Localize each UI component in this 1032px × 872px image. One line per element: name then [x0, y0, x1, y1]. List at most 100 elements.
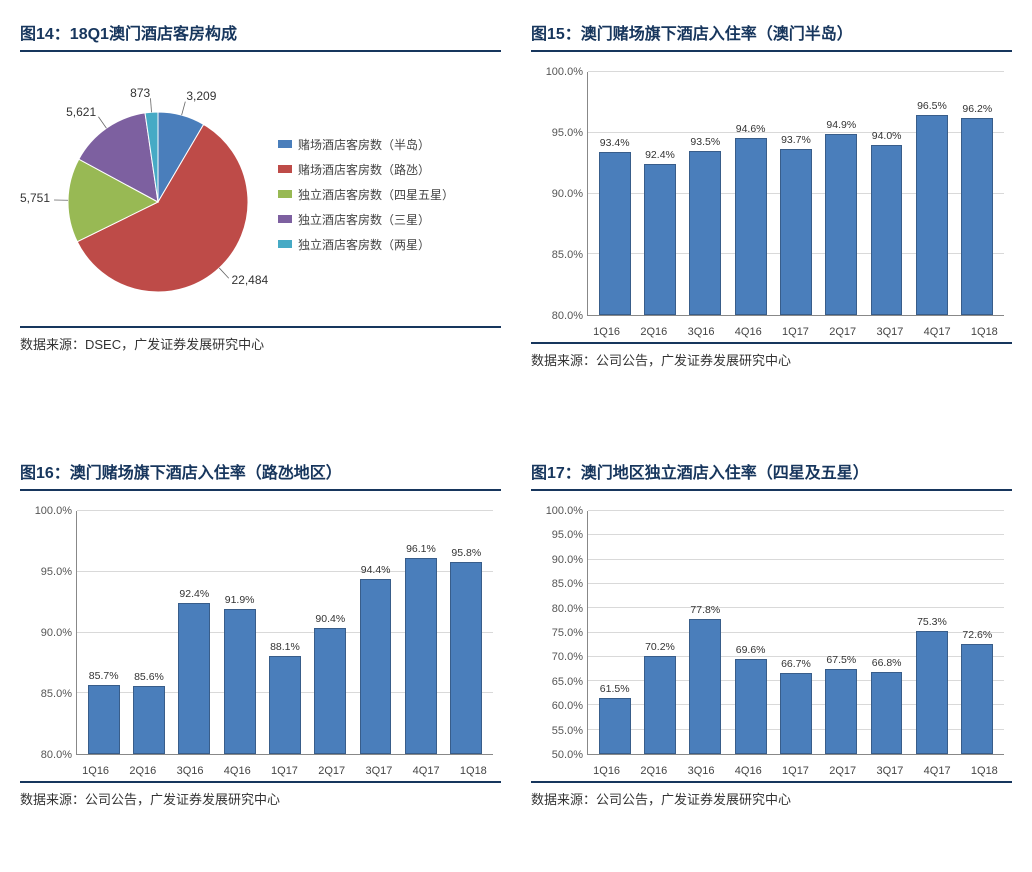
- panel-15: 图15：澳门赌场旗下酒店入住率（澳门半岛） 80.0%85.0%90.0%95.…: [531, 20, 1012, 369]
- y-tick: 80.0%: [41, 749, 72, 761]
- x-label: 2Q16: [630, 326, 677, 338]
- y-tick: 90.0%: [552, 188, 583, 200]
- bar-value-label: 95.8%: [451, 547, 481, 559]
- bar-value-label: 70.2%: [645, 641, 675, 653]
- x-label: 1Q17: [772, 765, 819, 777]
- bar: 94.9%: [825, 134, 857, 315]
- bar-value-label: 92.4%: [179, 588, 209, 600]
- panel-16-title: 图16：澳门赌场旗下酒店入住率（路氹地区）: [20, 459, 501, 491]
- y-tick: 80.0%: [552, 603, 583, 615]
- bar-value-label: 66.8%: [872, 657, 902, 669]
- x-label: 2Q17: [819, 326, 866, 338]
- y-tick: 85.0%: [41, 688, 72, 700]
- bar: 92.4%: [644, 164, 676, 315]
- x-label: 1Q17: [261, 765, 308, 777]
- y-tick: 55.0%: [552, 725, 583, 737]
- pie-slice-value: 5,751: [20, 191, 50, 205]
- bar-value-label: 67.5%: [826, 654, 856, 666]
- x-label: 2Q16: [119, 765, 166, 777]
- bar-value-label: 90.4%: [315, 613, 345, 625]
- x-label: 1Q17: [772, 326, 819, 338]
- panel-16-chart: 80.0% 85.0% 90.0% 95.0% 100.0% 85.7% 85.6% 92.4…: [20, 501, 501, 761]
- legend-label: 赌场酒店客房数（路氹）: [298, 161, 430, 178]
- legend-swatch: [278, 240, 292, 248]
- x-label: 2Q17: [819, 765, 866, 777]
- bar-value-label: 77.8%: [690, 604, 720, 616]
- x-label: 3Q17: [866, 765, 913, 777]
- pie-legend: 赌场酒店客房数（半岛）赌场酒店客房数（路氹）独立酒店客房数（四星五星）独立酒店客…: [278, 128, 454, 261]
- bar: 66.7%: [780, 673, 812, 754]
- x-label: 1Q16: [72, 765, 119, 777]
- bar-value-label: 72.6%: [962, 629, 992, 641]
- y-tick: 95.0%: [41, 566, 72, 578]
- bar: 66.8%: [871, 672, 903, 754]
- x-label: 4Q17: [403, 765, 450, 777]
- bar: 96.2%: [961, 118, 993, 315]
- pie-slice-value: 5,621: [66, 105, 96, 119]
- y-tick: 90.0%: [552, 554, 583, 566]
- bar: 69.6%: [735, 659, 767, 754]
- y-tick: 100.0%: [546, 505, 583, 517]
- y-tick: 85.0%: [552, 249, 583, 261]
- pie-slice-value: 3,209: [186, 89, 216, 103]
- panel-17-source: 数据来源：公司公告，广发证券发展研究中心: [531, 781, 1012, 808]
- pie-slice-value: 22,484: [231, 273, 268, 287]
- bar-value-label: 85.7%: [89, 670, 119, 682]
- panel-17-chart: 50.0%55.0%60.0%65.0%70.0%75.0%80.0%85.0%…: [531, 501, 1012, 761]
- panel-14-source: 数据来源：DSEC，广发证券发展研究中心: [20, 326, 501, 353]
- y-tick: 75.0%: [552, 627, 583, 639]
- bar-value-label: 94.4%: [361, 564, 391, 576]
- legend-item: 赌场酒店客房数（路氹）: [278, 161, 454, 178]
- y-tick: 95.0%: [552, 127, 583, 139]
- legend-swatch: [278, 190, 292, 198]
- bar: 93.4%: [599, 152, 631, 315]
- bar-value-label: 61.5%: [600, 683, 630, 695]
- x-label: 4Q17: [914, 765, 961, 777]
- bar: 96.1%: [405, 558, 437, 754]
- bar: 96.5%: [916, 115, 948, 315]
- bar-value-label: 85.6%: [134, 671, 164, 683]
- bar: 92.4%: [178, 603, 210, 754]
- pie-slice-value: 873: [130, 86, 150, 100]
- bar-value-label: 93.7%: [781, 134, 811, 146]
- x-label: 3Q16: [166, 765, 213, 777]
- bar-value-label: 94.6%: [736, 123, 766, 135]
- bar-value-label: 93.4%: [600, 137, 630, 149]
- y-tick: 90.0%: [41, 627, 72, 639]
- bar: 94.0%: [871, 145, 903, 315]
- chart-grid: 图14：18Q1澳门酒店客房构成 3,20922,4845,7515,62187…: [20, 20, 1012, 808]
- panel-15-source: 数据来源：公司公告，广发证券发展研究中心: [531, 342, 1012, 369]
- bar: 75.3%: [916, 631, 948, 754]
- y-tick: 100.0%: [35, 505, 72, 517]
- bar: 94.6%: [735, 138, 767, 315]
- legend-label: 独立酒店客房数（两星）: [298, 236, 430, 253]
- y-tick: 50.0%: [552, 749, 583, 761]
- bar: 77.8%: [689, 619, 721, 754]
- panel-14: 图14：18Q1澳门酒店客房构成 3,20922,4845,7515,62187…: [20, 20, 501, 369]
- bar-value-label: 94.9%: [826, 119, 856, 131]
- y-tick: 100.0%: [546, 66, 583, 78]
- x-label: 1Q16: [583, 765, 630, 777]
- panel-14-chart: 3,20922,4845,7515,621873 赌场酒店客房数（半岛）赌场酒店…: [20, 62, 501, 322]
- bar-value-label: 94.0%: [872, 130, 902, 142]
- bar-value-label: 88.1%: [270, 641, 300, 653]
- x-label: 4Q16: [214, 765, 261, 777]
- bar-value-label: 66.7%: [781, 658, 811, 670]
- legend-item: 独立酒店客房数（三星）: [278, 211, 454, 228]
- bar: 85.6%: [133, 686, 165, 754]
- legend-item: 独立酒店客房数（两星）: [278, 236, 454, 253]
- panel-15-title: 图15：澳门赌场旗下酒店入住率（澳门半岛）: [531, 20, 1012, 52]
- y-tick: 70.0%: [552, 651, 583, 663]
- x-label: 3Q17: [355, 765, 402, 777]
- bar: 90.4%: [314, 628, 346, 754]
- legend-item: 独立酒店客房数（四星五星）: [278, 186, 454, 203]
- y-tick: 65.0%: [552, 676, 583, 688]
- legend-swatch: [278, 215, 292, 223]
- bar: 93.7%: [780, 149, 812, 315]
- bar: 85.7%: [88, 685, 120, 754]
- x-label: 4Q16: [725, 765, 772, 777]
- bar-value-label: 96.2%: [962, 103, 992, 115]
- x-label: 4Q17: [914, 326, 961, 338]
- legend-swatch: [278, 165, 292, 173]
- y-tick: 85.0%: [552, 578, 583, 590]
